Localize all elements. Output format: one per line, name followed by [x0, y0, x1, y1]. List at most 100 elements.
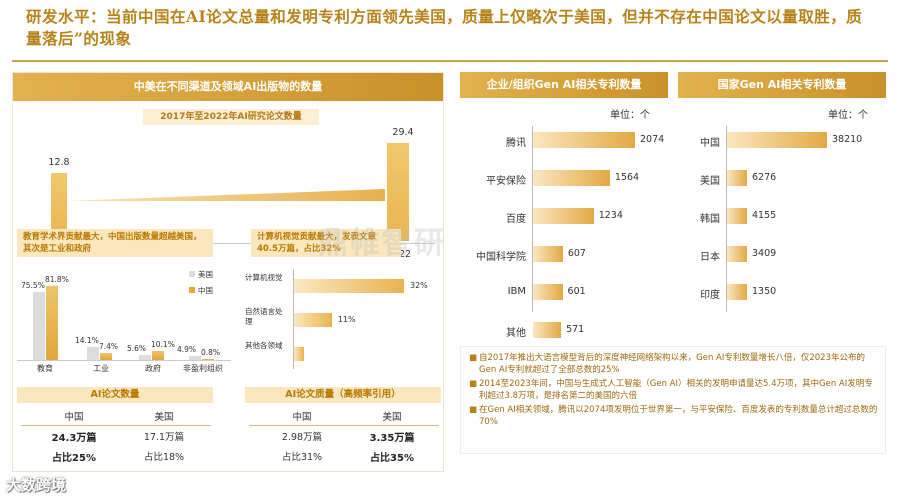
company-label: 其他 [506, 328, 526, 339]
trend-last-value: 29.4 [392, 127, 414, 138]
company-patents-card: 企业/组织Gen AI相关专利数量 单位：个 腾讯 2074 平安保险 1564 百度 1… [460, 72, 668, 342]
page-title: 研发水平：当前中国在AI论文总量和发明专利方面领先美国，质量上仅略次于美国，但并… [26, 7, 863, 48]
note-text: 2014至2023年间，中国与生成式人工智能（Gen AI）相关的发明申请量达5… [479, 379, 873, 401]
sector-value-us: 75.5% [21, 281, 45, 291]
field-label: 计算机视觉 [245, 273, 283, 282]
qual-us-share: 占比35% [370, 453, 414, 464]
company-value: 2074 [640, 134, 665, 145]
company-bar [533, 170, 610, 186]
country-label: 韩国 [700, 214, 720, 225]
sector-bar-us [189, 355, 201, 360]
company-value: 1564 [614, 172, 640, 183]
company-label: 平安保险 [486, 176, 526, 187]
qty-us-share: 占比18% [143, 452, 185, 463]
country-patents-card: 国家Gen AI相关专利数量 单位：个 中国 38210 美国 6276 韩国 4155 日… [678, 72, 886, 342]
sector-value-cn: 0.8% [201, 348, 221, 358]
sector-bar-cn [202, 359, 214, 360]
company-unit: 单位：个 [610, 110, 650, 121]
company-bar [533, 246, 563, 262]
qual-us-value: 3.35万篇 [369, 433, 415, 444]
company-axis [532, 126, 533, 312]
company-patents-header: 企业/组织Gen AI相关专利数量 [460, 72, 668, 98]
note-item: ■ 在Gen AI相关领域，腾讯以2074项发明位于世界第一，与平安保险、百度发表… [467, 405, 881, 428]
country-bar [727, 284, 747, 300]
qual-divider [249, 425, 439, 426]
country-value: 4155 [752, 210, 777, 221]
country-value: 1350 [752, 286, 777, 297]
field-bar-nlp [294, 313, 332, 327]
country-value: 6276 [752, 172, 777, 183]
country-value: 38210 [832, 134, 863, 145]
sector-axis [17, 360, 231, 361]
country-bar [727, 246, 747, 262]
brand-logo: 大数跨境 [6, 476, 67, 494]
qty-divider [21, 425, 211, 426]
sector-label: 政府 [145, 364, 161, 373]
title-divider [12, 60, 888, 62]
field-bar-other [294, 347, 305, 361]
publications-header: 中美在不同渠道及领域AI出版物的数量 [13, 73, 443, 101]
company-bar [533, 322, 562, 338]
field-label: 其他各领域 [245, 341, 283, 350]
note-text: 自2017年推出大语言模型背后的深度神经网络架构以来，Gen AI专利数量增长八… [479, 353, 865, 375]
country-axis [726, 126, 727, 312]
field-label: 自然语言处理 [245, 307, 283, 326]
qty-us-value: 17.1万篇 [143, 432, 185, 443]
bullet-icon: ■ [469, 379, 478, 389]
note-item: ■ 自2017年推出大语言模型背后的深度神经网络架构以来，Gen AI专利数量增长… [467, 353, 881, 376]
sector-label: 工业 [93, 364, 109, 373]
country-value: 3409 [752, 248, 777, 259]
company-bar [533, 208, 594, 224]
qty-cn-share: 占比25% [52, 453, 96, 464]
trend-title: 2017年至2022年AI研究论文数量 [143, 109, 319, 125]
country-label: 中国 [700, 138, 720, 149]
field-chart: 计算机视觉 32% 自然语言处理 11% 其他各领域 [245, 269, 441, 373]
sector-bar-us [87, 347, 99, 360]
sector-label: 非盈利组织 [183, 364, 223, 373]
quantity-header: AI论文数量 [17, 387, 213, 403]
notes-list: ■ 自2017年推出大语言模型背后的深度神经网络架构以来，Gen AI专利数量增长… [467, 353, 881, 428]
field-note: 计算机视觉贡献最大，发表文章40.5万篇，占比32% [251, 229, 401, 257]
sector-value-us: 5.6% [127, 343, 147, 353]
sector-value-cn: 7.4% [99, 342, 119, 352]
country-label: 印度 [700, 290, 720, 301]
trend-bar-2017 [51, 173, 67, 241]
company-value: 601 [567, 286, 586, 297]
sector-value-us: 14.1% [75, 336, 99, 346]
legend-us-swatch [189, 271, 195, 277]
watermark: 鼎帷智研 [318, 226, 446, 261]
country-bar [727, 208, 747, 224]
country-patents-header: 国家Gen AI相关专利数量 [678, 72, 886, 98]
qty-us-label: 美国 [154, 412, 174, 423]
legend-cn-swatch [189, 287, 195, 293]
qual-cn-label: 中国 [292, 412, 312, 423]
company-bar [533, 132, 635, 148]
country-bar [727, 170, 747, 186]
sector-chart: 美国 中国 75.5% 81.8% 14.1% 7.4% 5.6% 10.1% 4.9% 0.… [13, 257, 233, 373]
bullet-icon: ■ [469, 405, 478, 415]
sector-value-cn: 10.1% [151, 339, 175, 349]
notes-box: ■ 自2017年推出大语言模型背后的深度神经网络架构以来，Gen AI专利数量增长… [460, 346, 886, 454]
sector-bar-cn [100, 353, 112, 360]
field-axis [293, 269, 294, 369]
qual-us-label: 美国 [382, 412, 402, 423]
field-value: 11% [337, 315, 356, 324]
sector-value-us: 4.9% [177, 344, 197, 354]
legend-cn-label: 中国 [198, 286, 213, 295]
education-note: 教育学术界贡献最大，中国出版数量超越美国，其次是工业和政府 [17, 229, 213, 257]
country-unit: 单位：个 [828, 110, 868, 121]
publications-card: 中美在不同渠道及领域AI出版物的数量 2017年至2022年AI研究论文数量 1… [12, 72, 444, 472]
sector-label: 教育 [37, 364, 53, 373]
trend-first-value: 12.8 [48, 157, 70, 168]
company-label: 腾讯 [506, 138, 526, 149]
note-item: ■ 2014至2023年间，中国与生成式人工智能（Gen AI）相关的发明申请量达… [467, 379, 881, 402]
company-value: 1234 [598, 210, 623, 221]
company-bar [533, 284, 563, 300]
field-bar-cv [294, 279, 404, 293]
company-value: 607 [567, 248, 586, 259]
country-label: 日本 [700, 252, 720, 263]
sector-bar-cn [152, 350, 164, 360]
field-value: 32% [410, 281, 428, 290]
sector-bar-us [139, 354, 151, 360]
company-label: 百度 [506, 214, 526, 225]
